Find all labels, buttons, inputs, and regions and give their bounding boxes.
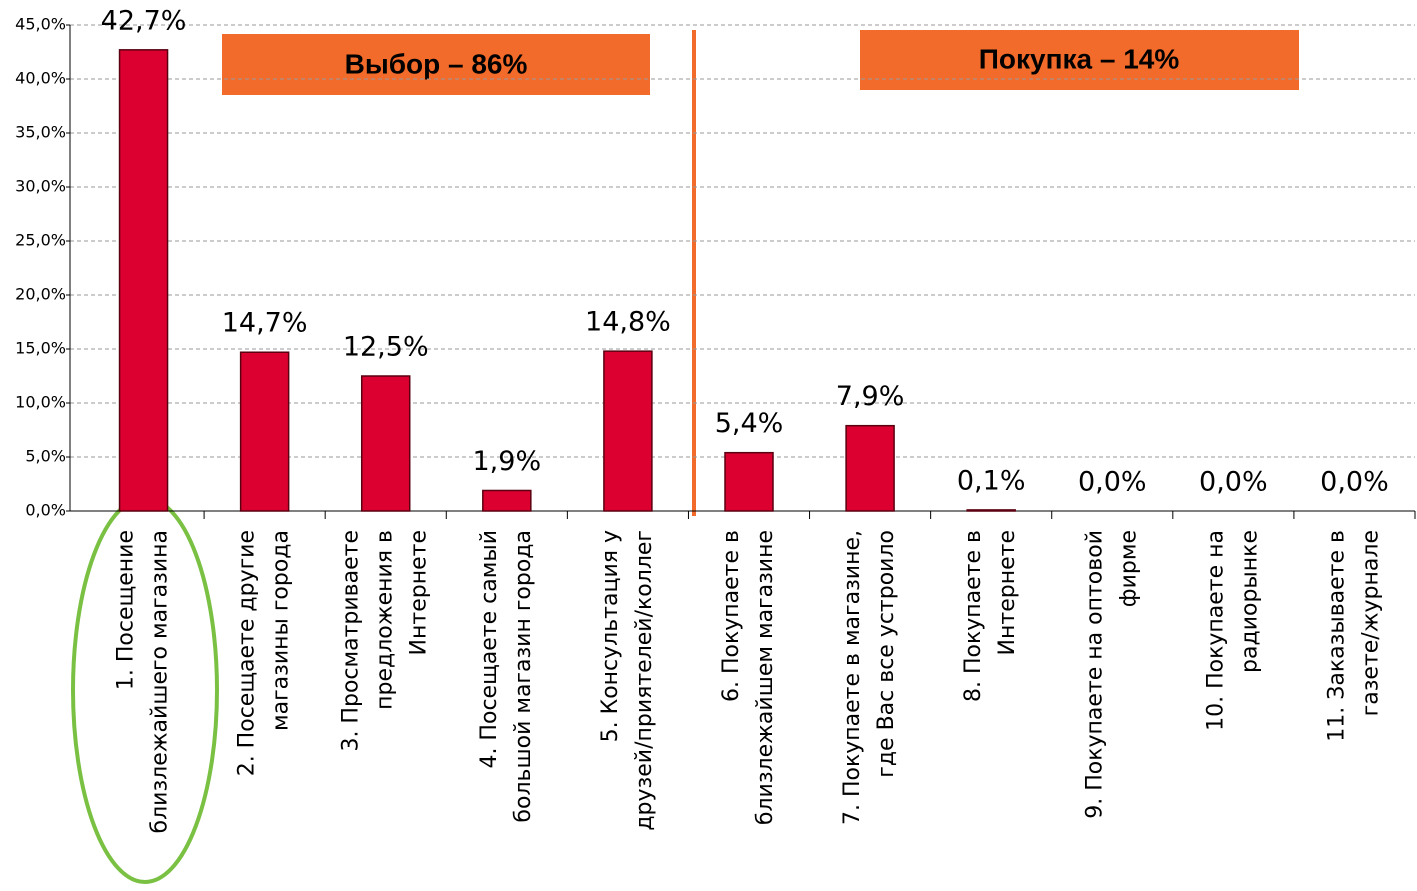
x-tick-label-line: фирме [1116,530,1141,607]
annotation-box [222,34,650,95]
value-label: 0,1% [957,465,1026,496]
annotation-box [860,30,1299,90]
x-tick-label-line: Интернете [995,530,1020,655]
x-tick-label-line: Интернете [407,530,432,655]
x-tick-label-line: 1. Посещение [114,530,139,690]
x-tick-label: 1. Посещение близлежайшего магазина [114,530,173,833]
x-tick-label-line: 9. Покупаете на оптовой [1082,530,1107,819]
bar [724,451,774,512]
x-tick-label-line: большой магазин города [511,530,536,823]
y-tick-label: 10,0% [15,393,66,412]
x-tick-label: 8. Покупаете в Интернете [961,530,1020,702]
value-label: 0,0% [1078,467,1147,498]
y-tick-label: 35,0% [15,123,66,142]
y-tick-label: 30,0% [15,177,66,196]
value-label: 42,7% [101,5,187,36]
x-tick-label-line: друзей/приятелей/коллег [632,530,657,831]
bar [360,375,411,512]
x-tick-label-line: 3. Просматриваете [339,530,364,752]
value-label: 7,9% [836,381,905,412]
x-tick-label: 11. Заказываете в газете/журнале [1324,530,1383,742]
x-tick-label-line: где Вас все устроило [874,530,899,778]
y-tick-label: 45,0% [15,15,66,34]
bar [118,49,169,512]
value-label: 1,9% [473,446,542,477]
highlight-ellipse [71,496,219,884]
x-tick-label-line: 8. Покупаете в [961,530,986,702]
bar [603,350,653,512]
bar [966,509,1016,512]
y-tick-label: 25,0% [15,231,66,250]
value-label: 12,5% [343,332,429,363]
x-tick-label: 9. Покупаете на оптовой фирме [1082,530,1141,819]
x-tick-label: 4. Посещаете самый большой магазин города [477,530,536,823]
y-tick-label: 40,0% [15,69,66,88]
value-label: 14,8% [585,307,671,338]
x-tick-label-line: газете/журнале [1358,530,1383,716]
value-label: 14,7% [222,308,308,339]
x-tick-label: 3. Просматриваете предложения в Интернете [339,530,432,752]
x-tick-label-line: 7. Покупаете в магазине, [840,530,865,825]
x-tick-label: 5. Консультация у друзей/приятелей/коллег [598,530,657,831]
x-tick-label-line: 6. Покупаете в [719,530,744,702]
y-tick-label: 0,0% [25,501,66,520]
bar [482,489,532,512]
x-tick-label-line: 4. Посещаете самый [477,530,502,769]
value-label: 0,0% [1199,467,1268,498]
y-tick-label: 15,0% [15,339,66,358]
annotation: Покупка – 14% [979,43,1180,74]
x-tick-label: 6. Покупаете в близлежайшем магазине [719,530,778,825]
x-tick-label-line: 2. Посещаете другие [235,530,260,776]
x-tick-label-line: 11. Заказываете в [1324,530,1349,742]
x-tick-label: 7. Покупаете в магазине, где Вас все устр… [840,530,899,825]
x-tick-label: 2. Посещаете другие магазины города [235,530,294,776]
x-tick-label-line: 10. Покупаете на [1203,530,1228,731]
y-tick-label: 5,0% [25,447,66,466]
value-label: 0,0% [1320,467,1389,498]
annotation: Выбор – 86% [345,48,528,79]
bar [239,351,290,512]
x-tick-label-line: магазины города [269,530,294,731]
x-tick-label-line: радиорынке [1237,530,1262,673]
x-tick-label-line: близлежайшем магазине [753,530,778,825]
x-tick-label-line: близлежайшего магазина [148,530,173,833]
x-tick-label: 10. Покупаете на радиорынке [1203,530,1262,731]
bar [845,424,895,512]
y-tick-label: 20,0% [15,285,66,304]
value-label: 5,4% [715,408,784,439]
x-tick-label-line: 5. Консультация у [598,530,623,742]
x-tick-label-line: предложения в [373,530,398,710]
